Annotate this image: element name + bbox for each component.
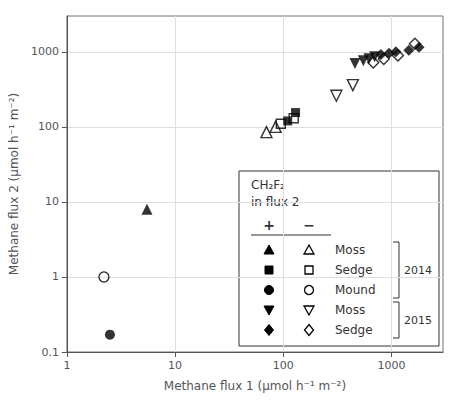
svg-text:Methane flux 2 (μmol h⁻¹ m⁻²): Methane flux 2 (μmol h⁻¹ m⁻²) <box>7 93 21 275</box>
svg-text:Mound: Mound <box>335 283 376 297</box>
svg-text:1000: 1000 <box>31 45 59 58</box>
svg-text:2014: 2014 <box>404 264 432 277</box>
svg-text:0.1: 0.1 <box>41 346 59 359</box>
svg-text:Moss: Moss <box>335 303 365 317</box>
svg-text:Sedge: Sedge <box>335 263 373 277</box>
svg-text:Methane flux 1 (μmol h⁻¹ m⁻²): Methane flux 1 (μmol h⁻¹ m⁻²) <box>164 379 346 393</box>
svg-text:1: 1 <box>52 270 59 283</box>
svg-text:CH₂F₂: CH₂F₂ <box>251 178 285 192</box>
svg-text:100: 100 <box>38 120 59 133</box>
svg-text:Moss: Moss <box>335 243 365 257</box>
svg-text:2015: 2015 <box>404 314 432 327</box>
svg-text:100: 100 <box>273 359 294 372</box>
svg-text:+: + <box>263 217 275 233</box>
svg-text:1000: 1000 <box>377 359 405 372</box>
svg-text:in flux 2: in flux 2 <box>251 195 300 209</box>
svg-text:10: 10 <box>45 195 59 208</box>
svg-text:Sedge: Sedge <box>335 323 373 337</box>
svg-text:−: − <box>303 217 315 233</box>
svg-text:10: 10 <box>168 359 182 372</box>
svg-text:1: 1 <box>63 359 70 372</box>
